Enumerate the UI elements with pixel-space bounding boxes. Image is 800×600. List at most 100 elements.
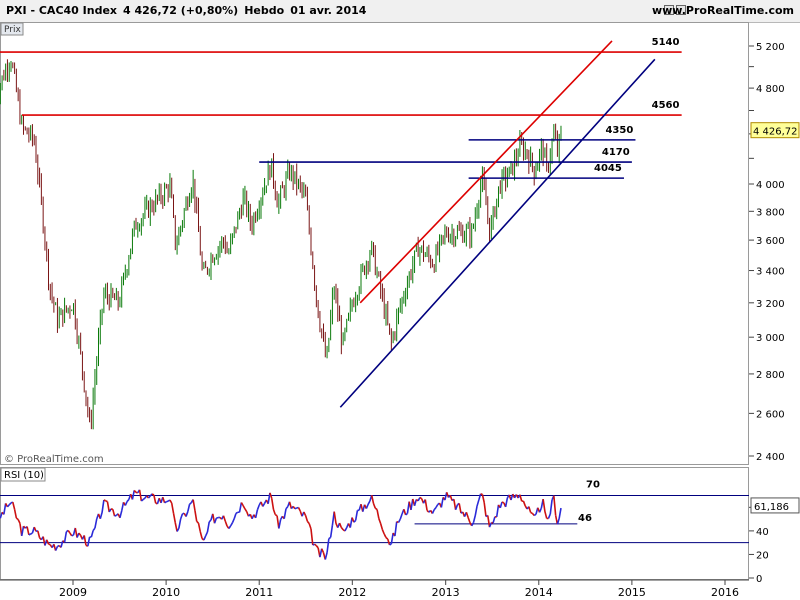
price-tick-label: 3 600 (756, 236, 785, 247)
rsi-segment (283, 508, 287, 519)
rsi-level-label-70: 70 (586, 480, 600, 491)
rsi-segment (533, 513, 537, 517)
rsi-segment (340, 527, 344, 531)
rsi-segment (306, 520, 310, 525)
rsi-segment (60, 540, 64, 548)
brand-url[interactable]: www.ProRealTime.com (651, 4, 794, 17)
minimize-icon[interactable] (664, 5, 674, 15)
rsi-segment (28, 533, 32, 536)
rsi-y-axis: 0 20 40 (749, 506, 769, 585)
rsi-segment (553, 495, 557, 516)
rsi-segment (37, 530, 41, 538)
rsi-segment (224, 520, 228, 527)
rsi-segment (87, 536, 91, 547)
rsi-segment (556, 518, 560, 525)
rsi-segment (324, 552, 328, 560)
rsi-segment (20, 526, 25, 537)
rsi-segment (344, 527, 348, 532)
rsi-segment (319, 548, 323, 558)
rsi-segment (320, 548, 325, 554)
rsi-segment (6, 504, 10, 508)
rsi-segment (431, 509, 435, 514)
x-tick-label: 2012 (338, 586, 366, 599)
rsi-segment (396, 520, 399, 524)
rsi-segment (397, 518, 401, 523)
rsi-segment (174, 522, 178, 532)
rsi-segment (467, 517, 471, 523)
price-panel-frame (0, 22, 749, 465)
rsi-last-tag (750, 497, 800, 514)
rsi-segment (187, 504, 191, 512)
rsi-segment (394, 521, 398, 537)
rsi-segment (372, 503, 377, 509)
rsi-segment (233, 513, 237, 519)
rsi-segment (189, 502, 192, 505)
rsi-segment (178, 518, 182, 529)
rsi-segment (12, 501, 16, 510)
rsi-segment (440, 497, 444, 508)
rsi-segment (403, 509, 407, 516)
rsi-segment (254, 509, 259, 519)
rsi-segment (182, 512, 185, 515)
rsi-segment (288, 501, 293, 509)
rsi-segment (54, 546, 59, 551)
x-tick-label: 2011 (245, 586, 273, 599)
rsi-segment (203, 535, 207, 541)
rsi-segment (149, 493, 153, 497)
rsi-segment (185, 511, 189, 517)
rsi-segment (222, 515, 227, 522)
rsi-segment (90, 530, 94, 538)
rsi-segment (231, 518, 235, 524)
rsi-segment (244, 508, 248, 513)
rsi-segment (478, 493, 482, 501)
rsi-segment (278, 519, 282, 529)
rsi-segment (194, 510, 198, 522)
price-tick-label: 3 000 (756, 333, 785, 344)
trendline-1[interactable] (339, 58, 656, 408)
rsi-segment (192, 499, 196, 511)
rsi-segment (197, 522, 202, 532)
trendline-0[interactable] (359, 40, 613, 304)
rsi-segment (389, 543, 392, 546)
price-tick-label: 2 800 (756, 370, 785, 381)
rsi-segment (172, 512, 177, 523)
maximize-icon[interactable] (676, 5, 686, 15)
rsi-segment (124, 501, 128, 506)
rsi-segment (142, 497, 146, 501)
x-tick-label: 2015 (618, 586, 646, 599)
rsi-segment (315, 545, 319, 549)
rsi-segment (235, 511, 239, 515)
rsi-segment (162, 496, 166, 504)
rsi-segment (74, 527, 78, 538)
rsi-segment (8, 502, 12, 506)
rsi-segment (530, 511, 533, 515)
rsi-segment (15, 517, 19, 521)
rsi-panel-tag-bg (0, 467, 46, 482)
x-tick-label: 2016 (711, 586, 739, 599)
rsi-level-label-46: 46 (578, 513, 592, 524)
rsi-segment (499, 501, 503, 509)
rsi-segment (314, 543, 317, 547)
rsi-segment (99, 512, 103, 519)
date-label: 01 avr. 2014 (290, 4, 367, 17)
rsi-segment (228, 525, 232, 529)
rsi-segment (285, 506, 289, 510)
rsi-segment (390, 532, 394, 545)
rsi-segment (199, 531, 203, 539)
rsi-segment (112, 509, 116, 517)
rsi-segment (558, 507, 562, 519)
rsi-segment (367, 500, 371, 505)
rsi-segment (131, 490, 136, 500)
rsi-segment (22, 525, 26, 529)
rsi-segment (381, 529, 385, 535)
price-tick-label: 2 600 (756, 409, 785, 420)
rsi-segment (48, 543, 51, 546)
rsi-segment (3, 503, 7, 515)
rsi-segment (267, 492, 271, 504)
rsi-segment (213, 517, 218, 524)
rsi-segment (353, 519, 357, 523)
rsi-segment (480, 493, 483, 496)
price-y-axis: 2 400 2 600 2 800 3 000 3 200 3 400 3 600 3 800… (749, 42, 785, 463)
